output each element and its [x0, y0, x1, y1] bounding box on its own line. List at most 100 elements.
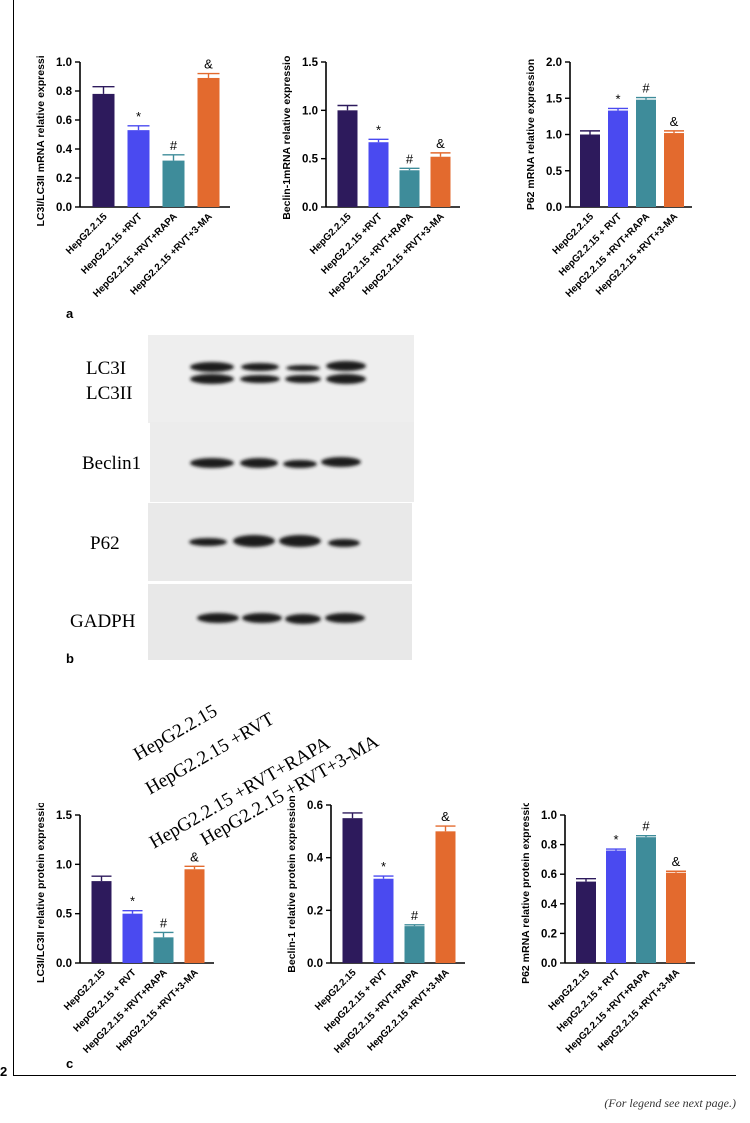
- bar: [636, 837, 656, 963]
- significance-marker: *: [613, 832, 618, 847]
- y-tick-label: 0.0: [56, 202, 72, 214]
- band-p62-lane3: [279, 535, 321, 547]
- bar: [153, 937, 174, 963]
- significance-marker: &: [672, 854, 681, 869]
- chart-p62-mrna: P62 mRNA relative expression 0.0 0.5 1.0 1.5…: [525, 57, 692, 300]
- significance-marker: #: [406, 151, 414, 166]
- blot-label-beclin1: Beclin1: [82, 453, 142, 474]
- bar: [368, 142, 389, 207]
- y-tick-label: 0.4: [307, 853, 324, 865]
- bar: [576, 881, 596, 963]
- y-axis-label: Beclin-1 relative protein expression: [286, 795, 298, 972]
- y-tick-label: 0.0: [546, 202, 562, 214]
- band-p62-lane4: [328, 539, 360, 547]
- bar: [430, 156, 451, 207]
- bar: [92, 93, 115, 207]
- y-axis-label: Beclin-1mRNA relative expression: [281, 55, 293, 220]
- bar: [342, 818, 363, 963]
- legend-note: (For legend see next page.): [604, 1096, 736, 1110]
- y-tick-label: 0.4: [541, 899, 558, 911]
- significance-marker: #: [411, 908, 419, 923]
- y-tick-label: 2.0: [546, 57, 562, 69]
- bar: [162, 160, 185, 207]
- y-tick-label: 0.0: [541, 958, 557, 970]
- significance-marker: *: [615, 91, 620, 106]
- blot-membrane-lc3: [148, 335, 414, 423]
- figure-frame-left: [13, 0, 14, 1075]
- y-tick-label: 1.5: [302, 57, 319, 69]
- blot-label-p62: P62: [90, 533, 120, 554]
- y-tick-label: 0.6: [307, 800, 323, 812]
- figure-frame-bottom: [13, 1075, 736, 1076]
- significance-marker: #: [642, 81, 650, 96]
- bar: [636, 99, 656, 207]
- band-lc3ii-lane2: [240, 375, 280, 383]
- band-lc3ii-lane4: [326, 374, 366, 384]
- bar: [580, 134, 600, 207]
- y-axis-label: P62 mRNA relative protein expression: [520, 803, 532, 984]
- y-tick-label: 1.0: [56, 859, 72, 871]
- significance-marker: #: [160, 915, 168, 930]
- western-blot-panel: LC3I LC3II Beclin1 P62 GADPH: [0, 325, 420, 665]
- blot-membrane-gadph: [148, 584, 412, 660]
- bar: [606, 850, 626, 963]
- bar: [184, 869, 205, 963]
- band-lc3ii-lane1: [190, 374, 234, 384]
- y-tick-label: 0.5: [546, 166, 563, 178]
- y-tick-label: 1.0: [56, 57, 72, 69]
- significance-marker: *: [381, 859, 386, 874]
- significance-marker: *: [376, 122, 381, 137]
- y-tick-label: 0.8: [56, 86, 73, 98]
- bar: [337, 110, 358, 207]
- bar: [435, 831, 456, 963]
- significance-marker: &: [204, 57, 213, 72]
- band-lc3i-lane4: [326, 361, 366, 371]
- bar: [373, 878, 394, 963]
- y-tick-label: 0.5: [302, 154, 319, 166]
- band-beclin1-lane3: [283, 460, 317, 468]
- x-tick-label: HepG2.2.15 +RVT: [79, 211, 144, 276]
- band-p62-lane2: [233, 535, 275, 547]
- bar: [404, 926, 425, 963]
- y-axis-label: LC3I/LC3II relative protein expression: [35, 803, 47, 983]
- significance-marker: #: [642, 819, 650, 834]
- significance-marker: &: [441, 809, 450, 824]
- y-tick-label: 0.6: [541, 869, 557, 881]
- chart-p62-protein: P62 mRNA relative protein expression 0.0 0…: [520, 803, 695, 1056]
- y-tick-label: 1.5: [56, 810, 73, 822]
- band-gadph-lane1: [197, 613, 239, 623]
- band-beclin1-lane4: [321, 457, 361, 467]
- band-gadph-lane4: [325, 613, 365, 623]
- bar: [127, 130, 150, 207]
- band-gadph-lane2: [242, 613, 282, 623]
- significance-marker: #: [170, 138, 178, 153]
- y-tick-label: 0.6: [56, 115, 72, 127]
- band-beclin1-lane2: [240, 458, 278, 468]
- blot-membrane-beclin1: [150, 422, 414, 502]
- bar: [197, 77, 220, 207]
- band-lc3ii-lane3: [285, 375, 321, 383]
- y-axis-label: LC3I/LC3II mRNA relative expression: [35, 55, 47, 227]
- panel-label-a: a: [66, 306, 74, 321]
- chart-beclin1-mrna: Beclin-1mRNA relative expression 0.0 0.5 1.…: [281, 55, 460, 300]
- bar: [399, 170, 420, 207]
- band-beclin1-lane1: [190, 458, 234, 468]
- y-tick-label: 0.2: [56, 173, 72, 185]
- y-tick-label: 0.0: [56, 958, 72, 970]
- bar: [666, 872, 686, 963]
- blot-label-gadph: GADPH: [70, 611, 136, 632]
- y-tick-label: 0.0: [302, 202, 318, 214]
- band-p62-lane1: [189, 538, 227, 546]
- band-lc3i-lane2: [241, 363, 279, 371]
- significance-marker: *: [136, 109, 141, 124]
- chart-lc3-mrna: LC3I/LC3II mRNA relative expression 0.0 0.…: [35, 55, 230, 300]
- y-tick-label: 0.2: [307, 905, 323, 917]
- y-tick-label: 0.2: [541, 928, 557, 940]
- band-lc3i-lane1: [190, 362, 234, 372]
- y-tick-label: 0.4: [56, 144, 73, 156]
- significance-marker: &: [190, 849, 199, 864]
- y-tick-label: 1.0: [302, 105, 318, 117]
- blot-images: [148, 335, 414, 660]
- y-tick-label: 0.5: [56, 909, 73, 921]
- panel-label-c: c: [66, 1056, 74, 1071]
